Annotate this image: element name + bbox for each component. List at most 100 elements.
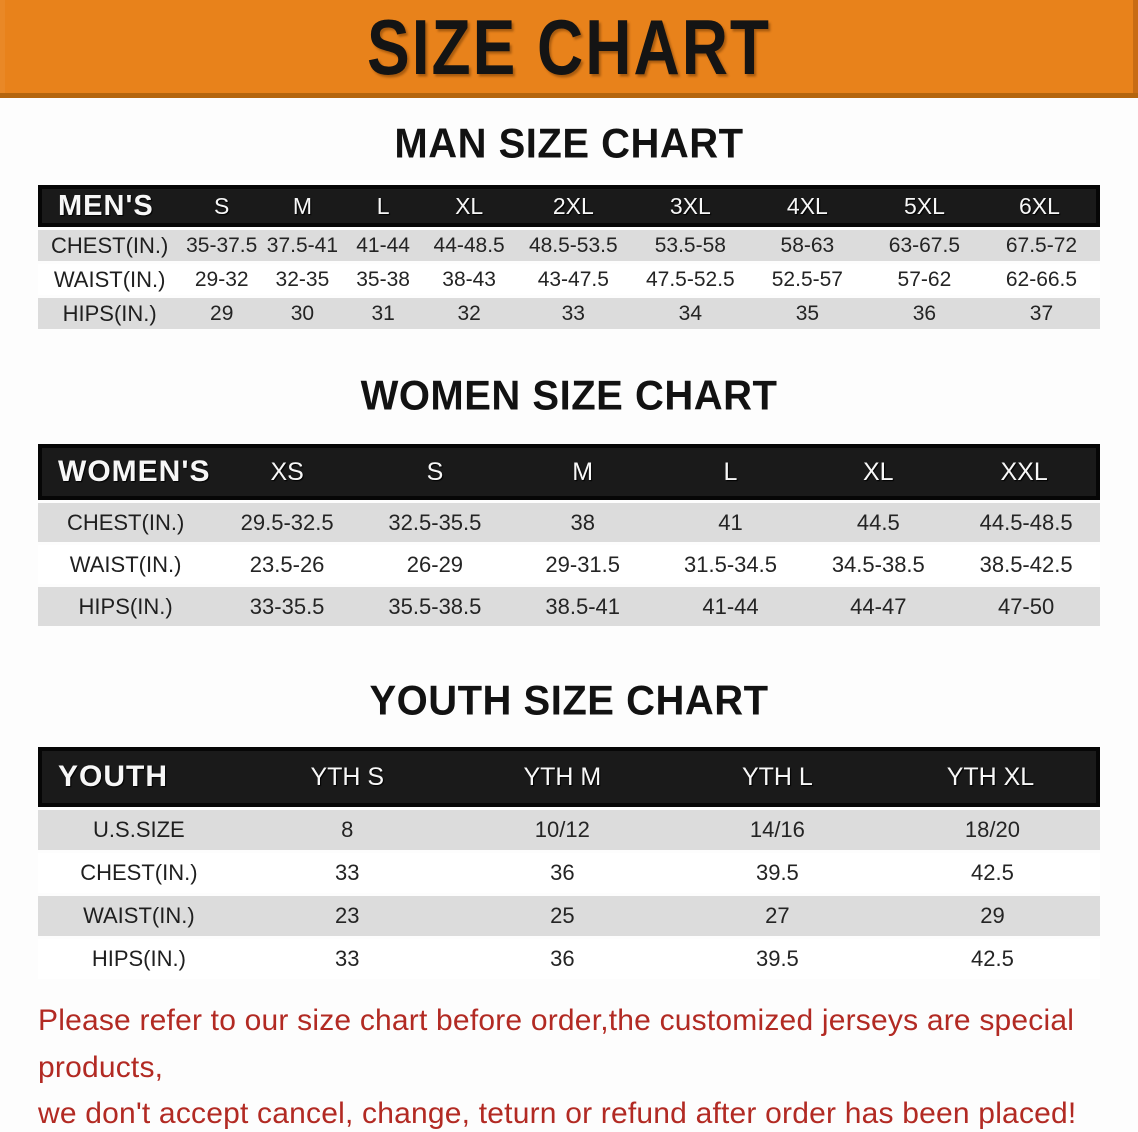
measurement-row-label: CHEST(IN.) (38, 853, 240, 893)
banner: SIZE CHART (0, 0, 1138, 98)
size-value-cell: 29 (181, 298, 263, 329)
size-value-cell: 35 (748, 298, 866, 329)
size-value-cell: 63-67.5 (865, 230, 983, 261)
size-value-cell: 48.5-53.5 (514, 230, 632, 261)
measurement-row: WAIST(IN.) 23.5-26 26-29 29-31.5 31.5-34.5 34… (38, 545, 1100, 584)
size-value-cell: 33 (239, 853, 455, 893)
measurement-row-label: WAIST(IN.) (38, 264, 182, 295)
size-column-header: YTH L (669, 747, 885, 807)
size-value-cell: 41 (656, 503, 805, 542)
measurement-row: WAIST(IN.) 29-32 32-35 35-38 38-43 43-47.5 47.… (38, 264, 1100, 295)
measurement-row: WAIST(IN.) 23 25 27 29 (38, 896, 1100, 936)
women-section-heading: WOMEN SIZE CHART (360, 372, 778, 420)
size-value-cell: 47.5-52.5 (631, 264, 749, 295)
size-value-cell: 23.5-26 (213, 545, 362, 584)
size-value-cell: 35-38 (342, 264, 424, 295)
measurement-row-label: HIPS(IN.) (38, 587, 214, 626)
women-size-section: WOMEN SIZE CHART WOMEN'S XS S M L XL XXL CHEST(… (0, 372, 1138, 629)
size-value-cell: 26-29 (361, 545, 509, 584)
size-value-cell: 14/16 (669, 810, 885, 850)
size-value-cell: 29-31.5 (508, 545, 657, 584)
size-value-cell: 10/12 (454, 810, 670, 850)
page-title: SIZE CHART (367, 2, 771, 91)
size-value-cell: 47-50 (952, 587, 1100, 626)
measurement-row: CHEST(IN.) 33 36 39.5 42.5 (38, 853, 1100, 893)
size-column-header: XL (423, 185, 515, 227)
measurement-row: HIPS(IN.) 29 30 31 32 33 34 35 36 37 (38, 298, 1100, 329)
size-column-header: M (508, 444, 657, 500)
women-size-table: WOMEN'S XS S M L XL XXL CHEST(IN.) 29.5-32.5 32.5… (38, 441, 1100, 629)
size-value-cell: 41-44 (342, 230, 424, 261)
size-value-cell: 37.5-41 (262, 230, 343, 261)
size-value-cell: 58-63 (748, 230, 866, 261)
size-value-cell: 37 (982, 298, 1100, 329)
size-value-cell: 33-35.5 (213, 587, 362, 626)
size-value-cell: 39.5 (669, 939, 885, 979)
size-value-cell: 25 (454, 896, 670, 936)
note-line-1: Please refer to our size chart before or… (38, 1004, 1075, 1084)
measurement-row-label: WAIST(IN.) (38, 896, 240, 936)
size-value-cell: 38 (508, 503, 657, 542)
measurement-row: CHEST(IN.) 35-37.5 37.5-41 41-44 44-48.5 48.5… (38, 230, 1100, 261)
size-column-header: 2XL (514, 185, 632, 227)
measurement-row: CHEST(IN.) 29.5-32.5 32.5-35.5 38 41 44.5 44.5… (38, 503, 1100, 542)
size-value-cell: 29 (884, 896, 1100, 936)
table-group-label: MEN'S (38, 185, 182, 227)
size-value-cell: 34 (631, 298, 749, 329)
size-value-cell: 32 (423, 298, 515, 329)
size-column-header: 4XL (748, 185, 866, 227)
size-column-header: L (656, 444, 805, 500)
size-value-cell: 8 (239, 810, 455, 850)
size-value-cell: 57-62 (865, 264, 983, 295)
size-value-cell: 36 (454, 853, 670, 893)
measurement-row: HIPS(IN.) 33 36 39.5 42.5 (38, 939, 1100, 979)
youth-section-heading: YOUTH SIZE CHART (369, 677, 769, 725)
size-value-cell: 62-66.5 (982, 264, 1100, 295)
size-value-cell: 42.5 (884, 939, 1100, 979)
size-column-header: M (262, 185, 343, 227)
size-column-header: 3XL (631, 185, 749, 227)
size-value-cell: 18/20 (884, 810, 1100, 850)
table-header-band: WOMEN'S XS S M L XL XXL (38, 444, 1100, 500)
table-header-band: MEN'S S M L XL 2XL 3XL 4XL 5XL 6XL (38, 185, 1100, 227)
size-value-cell: 53.5-58 (631, 230, 749, 261)
measurement-row: HIPS(IN.) 33-35.5 35.5-38.5 38.5-41 41-44 44-… (38, 587, 1100, 626)
size-value-cell: 38-43 (423, 264, 515, 295)
measurement-row-label: U.S.SIZE (38, 810, 240, 850)
size-column-header: 5XL (865, 185, 983, 227)
footer-note: Please refer to our size chart before or… (38, 998, 1100, 1132)
size-value-cell: 27 (669, 896, 885, 936)
size-value-cell: 33 (239, 939, 455, 979)
size-value-cell: 39.5 (669, 853, 885, 893)
note-line-2: we don't accept cancel, change, teturn o… (38, 1097, 1077, 1130)
size-value-cell: 31 (342, 298, 424, 329)
size-value-cell: 30 (262, 298, 343, 329)
size-value-cell: 42.5 (884, 853, 1100, 893)
size-value-cell: 41-44 (656, 587, 805, 626)
size-value-cell: 34.5-38.5 (804, 545, 953, 584)
size-column-header: 6XL (982, 185, 1100, 227)
table-header-band: YOUTH YTH S YTH M YTH L YTH XL (38, 747, 1100, 807)
size-column-header: YTH S (239, 747, 455, 807)
table-group-label: YOUTH (38, 747, 240, 807)
size-column-header: XXL (952, 444, 1100, 500)
measurement-row-label: HIPS(IN.) (38, 939, 240, 979)
size-column-header: S (181, 185, 263, 227)
men-size-table: MEN'S S M L XL 2XL 3XL 4XL 5XL 6XL CHEST(IN.) 35-37… (38, 182, 1100, 332)
size-value-cell: 36 (865, 298, 983, 329)
table-group-label: WOMEN'S (38, 444, 214, 500)
measurement-row-label: CHEST(IN.) (38, 230, 182, 261)
size-value-cell: 44.5-48.5 (952, 503, 1100, 542)
measurement-row-label: WAIST(IN.) (38, 545, 214, 584)
size-value-cell: 67.5-72 (982, 230, 1100, 261)
men-section-heading: MAN SIZE CHART (394, 120, 744, 168)
size-column-header: S (361, 444, 509, 500)
size-column-header: XL (804, 444, 953, 500)
size-value-cell: 38.5-42.5 (952, 545, 1100, 584)
measurement-row-label: CHEST(IN.) (38, 503, 214, 542)
size-value-cell: 44-48.5 (423, 230, 515, 261)
size-value-cell: 31.5-34.5 (656, 545, 805, 584)
measurement-row-label: HIPS(IN.) (38, 298, 182, 329)
size-column-header: L (342, 185, 424, 227)
